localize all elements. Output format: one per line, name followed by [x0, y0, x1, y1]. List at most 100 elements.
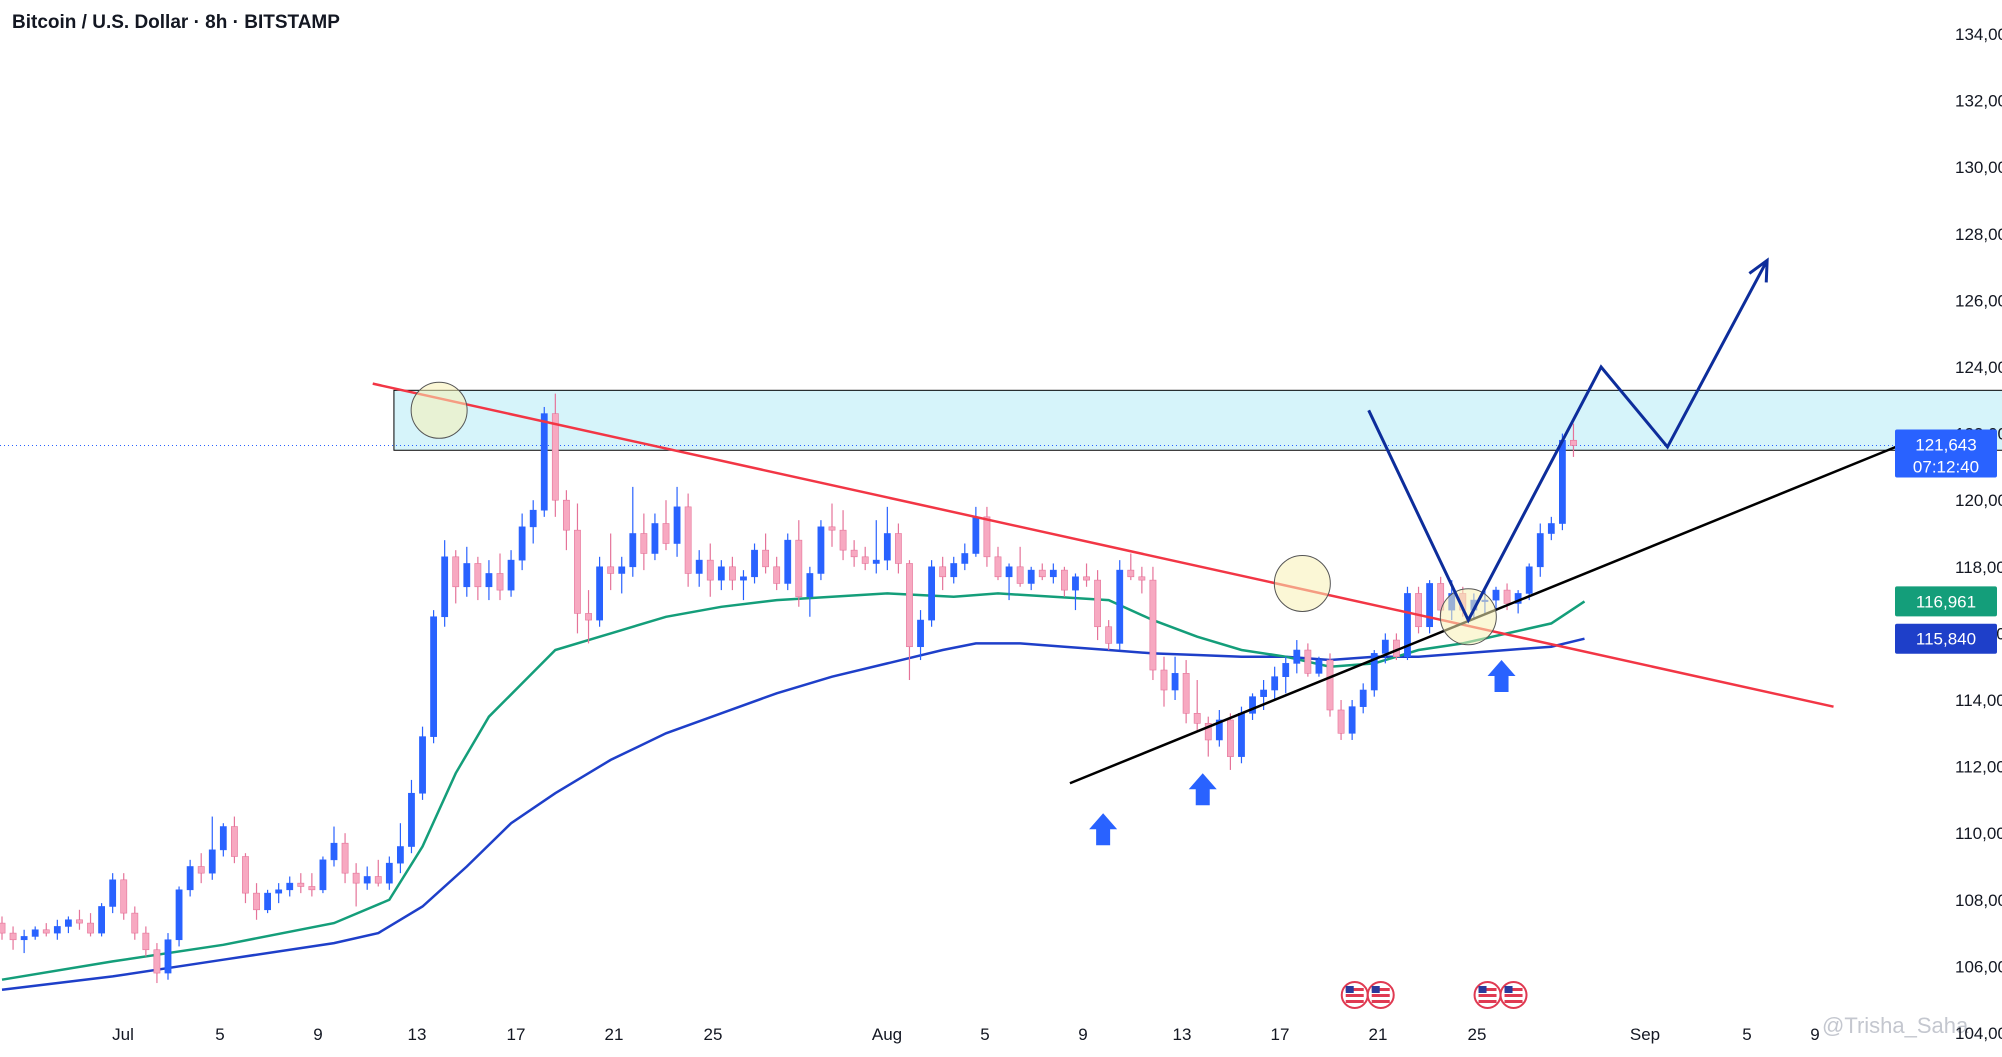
flag-stripe — [1478, 988, 1497, 991]
candle-body — [1215, 719, 1223, 741]
candle-body — [253, 892, 260, 911]
candle-body — [1503, 589, 1511, 604]
projection-arrowhead — [1748, 257, 1769, 283]
x-tick-label: 5 — [215, 1025, 224, 1044]
candle-body — [109, 879, 117, 907]
candle-body — [629, 533, 637, 568]
x-tick-label: 17 — [1271, 1025, 1290, 1044]
flag-canton — [1478, 986, 1487, 993]
candle-body — [87, 922, 94, 934]
candle-body — [1559, 439, 1566, 524]
candle-body — [419, 736, 426, 794]
candle-body — [618, 566, 626, 574]
candle-body — [1293, 649, 1301, 664]
candle-body — [585, 613, 592, 621]
candle-body — [972, 516, 980, 554]
candle-body — [684, 506, 692, 574]
flag-stripe — [1504, 1000, 1523, 1003]
x-tick-label: 9 — [1810, 1025, 1819, 1044]
candle-body — [1061, 569, 1068, 591]
projection-path[interactable] — [1367, 259, 1769, 624]
candle-body — [131, 912, 139, 934]
x-tick-label: 21 — [1369, 1025, 1388, 1044]
candle-body — [894, 533, 902, 564]
candle-body — [1049, 569, 1057, 578]
candle-body — [706, 559, 714, 581]
candle-body — [950, 563, 958, 578]
candle-body — [1238, 713, 1245, 757]
candle-body — [1304, 649, 1312, 674]
candle-body — [695, 559, 703, 574]
candle-body — [551, 413, 559, 501]
flag-stripe — [1371, 988, 1390, 991]
candle-body — [784, 539, 792, 584]
candle-body — [507, 559, 515, 591]
candle-body — [717, 566, 725, 581]
x-tick-label: 5 — [1742, 1025, 1751, 1044]
ema-fast-tag — [1895, 586, 1997, 617]
candle-body — [939, 566, 947, 578]
candle-body — [31, 929, 39, 937]
highlight-circle — [410, 381, 468, 439]
candle-body — [231, 826, 238, 857]
x-tick-label: 13 — [408, 1025, 427, 1044]
y-tick-label: 130,000 — [1955, 158, 2002, 177]
candle-body — [1072, 576, 1079, 591]
candle-body — [98, 906, 105, 934]
y-tick-label: 126,000 — [1955, 291, 2002, 310]
candle-body — [961, 553, 969, 564]
candle-body — [1570, 439, 1577, 446]
y-tick-label: 112,000 — [1955, 758, 2002, 777]
candle-body — [0, 922, 6, 934]
ema-fast-line — [1, 592, 1586, 981]
candle-body — [917, 619, 924, 648]
candle-body — [640, 533, 648, 554]
candle-body — [1083, 576, 1090, 581]
candle-body — [1249, 696, 1256, 714]
flag-canton — [1504, 986, 1513, 993]
candle-body — [1094, 579, 1101, 628]
y-tick-label: 132,000 — [1955, 92, 2002, 111]
x-tick-label: 25 — [1468, 1025, 1487, 1044]
candle-body — [1404, 593, 1411, 658]
ema-slow-tag — [1895, 623, 1997, 654]
candle-body — [828, 526, 836, 531]
candle-body — [762, 549, 769, 568]
y-tick-label: 120,000 — [1955, 491, 2002, 510]
y-tick-label: 114,000 — [1955, 691, 2002, 710]
candle-body — [673, 506, 681, 544]
last-price-tag-text: 07:12:40 — [1913, 457, 1979, 476]
last-price-tag-text: 121,643 — [1915, 435, 1976, 454]
downtrend-line[interactable] — [372, 382, 1834, 708]
candle-body — [430, 616, 437, 737]
y-tick-label: 128,000 — [1955, 225, 2002, 244]
ema-slow-line — [1, 637, 1585, 991]
candle-body — [751, 549, 758, 578]
candle-body — [297, 882, 305, 887]
candle-body — [983, 516, 991, 558]
candle-body — [662, 523, 670, 544]
candle-body — [1260, 689, 1267, 697]
x-tick-label: 9 — [313, 1025, 322, 1044]
candle-body — [806, 573, 814, 598]
flag-stripe — [1345, 994, 1364, 997]
candle-body — [1492, 589, 1500, 601]
candle-body — [175, 889, 183, 941]
candle-body — [396, 846, 404, 864]
candle-body — [1359, 689, 1367, 707]
candle-body — [197, 866, 205, 874]
y-tick-label: 104,000 — [1955, 1024, 2002, 1043]
candle-body — [906, 563, 913, 648]
candle-body — [1525, 566, 1533, 594]
candle-body — [1171, 673, 1179, 691]
x-tick-label: Aug — [872, 1025, 902, 1044]
flag-stripe — [1345, 1000, 1364, 1003]
candle-body — [518, 526, 526, 561]
candle-body — [1182, 673, 1190, 714]
candle-body — [529, 509, 537, 528]
resistance-zone — [393, 389, 2002, 451]
flag-canton — [1345, 986, 1354, 993]
flag-stripe — [1371, 1000, 1390, 1003]
candle-body — [1426, 583, 1433, 628]
